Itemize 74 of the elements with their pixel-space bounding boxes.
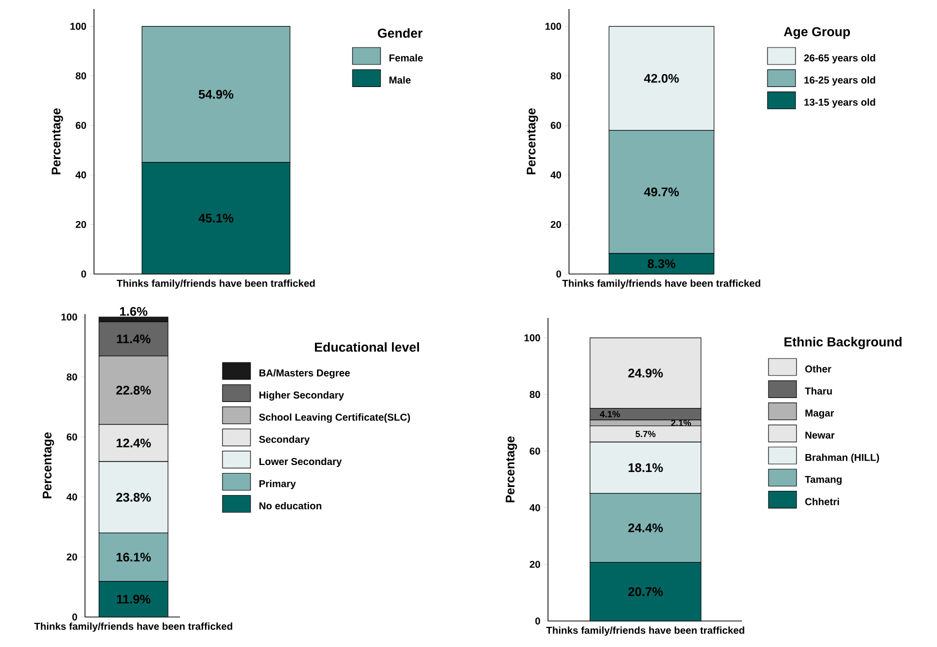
y-tick-label: 40	[550, 171, 562, 178]
y-axis-title: Percentage	[506, 436, 518, 502]
legend-title: Ethnic Background	[784, 336, 902, 350]
y-tick-label: 60	[76, 122, 86, 129]
y-tick-label: 100	[524, 334, 540, 342]
legend-label: Female	[389, 54, 423, 62]
data-label: 12.4%	[116, 438, 151, 448]
legend-label: School Leaving Certificate(SLC)	[259, 413, 410, 423]
data-label: 24.4%	[628, 523, 663, 532]
x-tick-label: Thinks family/friends have been trafficked	[116, 280, 315, 289]
data-label: 22.8%	[116, 386, 151, 395]
y-tick-label: 40	[76, 171, 86, 178]
legend-label: Brahman (HILL)	[805, 454, 880, 463]
y-tick-label: 100	[70, 22, 86, 30]
y-tick-label: 80	[76, 72, 86, 80]
x-tick-label: Thinks family/friends have been trafficked	[562, 280, 760, 289]
x-tick-label: Thinks family/friends have been trafficked	[546, 626, 744, 636]
data-label: 5.7%	[636, 430, 656, 438]
y-tick-label: 80	[550, 72, 562, 80]
legend-label: 26-65 years old	[804, 54, 876, 64]
legend-label: Magar	[805, 410, 834, 419]
legend-label: No education	[259, 502, 322, 510]
y-tick-label: 40	[66, 493, 78, 501]
data-label: 8.3%	[648, 259, 676, 268]
data-label: 4.1%	[600, 410, 620, 418]
x-tick-label: Thinks family/friends have been trafficked	[34, 622, 232, 632]
data-label: 23.8%	[116, 492, 151, 502]
y-tick-label: 60	[530, 448, 540, 455]
data-label: 45.1%	[198, 214, 234, 223]
y-tick-label: 0	[556, 270, 562, 278]
y-tick-label: 0	[535, 617, 540, 625]
data-label: 16.1%	[116, 552, 151, 562]
legend-label: Higher Secondary	[259, 391, 344, 401]
y-axis-title: Percentage	[526, 108, 538, 174]
legend-label: Lower Secondary	[259, 458, 342, 468]
data-label: 11.4%	[116, 334, 150, 344]
y-tick-label: 0	[72, 613, 78, 621]
legend-title: Gender	[378, 28, 422, 38]
legend-label: Tharu	[804, 387, 832, 395]
y-tick-label: 100	[545, 22, 562, 30]
legend-label: Other	[805, 365, 832, 372]
legend-title: Age Group	[784, 27, 850, 39]
legend-label: BA/Masters Degree	[259, 369, 350, 378]
legend-label: Male	[389, 76, 411, 84]
legend-label: Secondary	[259, 436, 310, 445]
data-label: 11.9%	[116, 594, 150, 604]
y-tick-label: 100	[61, 313, 78, 321]
legend-label: Chhetri	[805, 498, 839, 506]
legend-label: Primary	[259, 480, 296, 490]
y-tick-label: 0	[81, 270, 86, 278]
y-tick-label: 20	[530, 560, 540, 568]
legend-title: Educational level	[314, 342, 419, 352]
y-tick-label: 40	[530, 504, 540, 512]
y-tick-label: 60	[550, 122, 562, 129]
data-label: 49.7%	[644, 187, 679, 196]
y-tick-label: 80	[530, 390, 540, 398]
data-label: 24.9%	[628, 368, 663, 378]
legend-label: Tamang	[804, 476, 842, 485]
legend-label: Newar	[805, 432, 835, 439]
y-axis-title: Percentage	[52, 108, 64, 174]
y-tick-label: 20	[76, 220, 86, 228]
data-label: 2.1%	[671, 420, 692, 426]
y-tick-label: 60	[66, 433, 78, 441]
data-label: 42.0%	[644, 74, 679, 83]
y-tick-label: 20	[66, 553, 78, 561]
legend-label: 16-25 years old	[804, 76, 876, 86]
data-label: 1.6%	[120, 306, 148, 316]
y-tick-label: 80	[66, 373, 78, 381]
data-label: 20.7%	[628, 587, 663, 596]
data-label: 54.9%	[198, 90, 234, 99]
y-axis-title: Percentage	[42, 432, 54, 498]
y-tick-label: 20	[550, 220, 562, 228]
data-label: 18.1%	[628, 463, 663, 472]
legend-label: 13-15 years old	[804, 98, 876, 108]
